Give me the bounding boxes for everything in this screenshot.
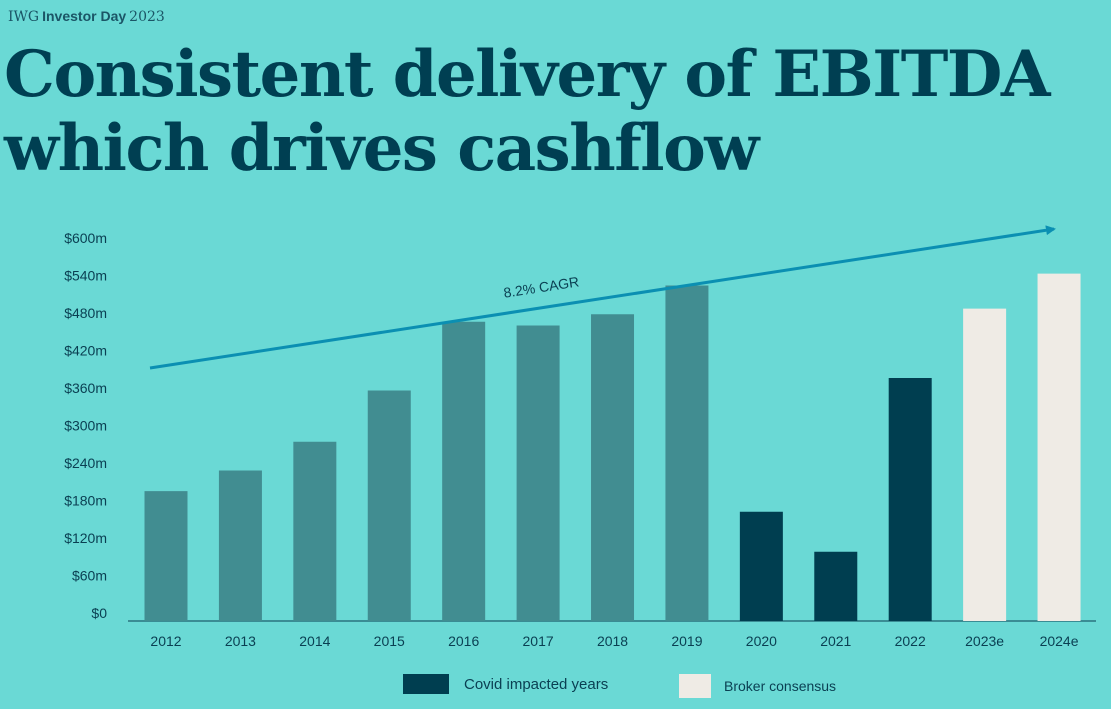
brand-prefix: IWG xyxy=(8,9,40,25)
x-tick-label: 2019 xyxy=(671,633,702,649)
legend-broker-label: Broker consensus xyxy=(724,678,837,694)
bar-2016 xyxy=(442,321,486,621)
legend-covid-label: Covid impacted years xyxy=(464,675,609,693)
x-tick-label: 2015 xyxy=(374,633,405,649)
y-tick-label: $540m xyxy=(64,268,107,284)
cagr-trend-arrow xyxy=(149,225,1056,370)
bar-2018 xyxy=(591,314,635,621)
page-title: Consistent delivery of EBITDA which driv… xyxy=(4,37,1050,186)
brand-header: IWG Investor Day 2023 xyxy=(8,8,165,25)
bar-2014 xyxy=(293,441,337,621)
y-tick-label: $240m xyxy=(64,455,107,471)
x-tick-label: 2014 xyxy=(299,633,330,649)
bar-2020 xyxy=(739,511,783,621)
x-tick-label: 2012 xyxy=(150,633,181,649)
y-tick-label: $360m xyxy=(64,380,107,396)
bar-2023e xyxy=(963,308,1007,621)
legend-broker: Broker consensus xyxy=(679,674,836,698)
bar-2012 xyxy=(144,491,188,621)
bar-2022 xyxy=(888,378,932,621)
legend-covid: Covid impacted years xyxy=(403,674,608,694)
x-tick-label: 2020 xyxy=(746,633,777,649)
bar-2013 xyxy=(218,470,262,621)
x-tick-label: 2016 xyxy=(448,633,479,649)
title-line-1: Consistent delivery of EBITDA xyxy=(4,37,1050,112)
legend: Covid impacted years Broker consensus xyxy=(0,674,1111,704)
x-tick-label: 2017 xyxy=(523,633,554,649)
y-tick-label: $180m xyxy=(64,493,107,509)
legend-broker-swatch xyxy=(679,674,711,698)
brand-event: Investor Day xyxy=(42,8,127,24)
y-tick-label: $60m xyxy=(72,568,107,584)
bar-2015 xyxy=(367,390,411,621)
title-line-2: which drives cashflow xyxy=(4,111,759,186)
bar-2017 xyxy=(516,325,560,621)
x-tick-label: 2013 xyxy=(225,633,256,649)
x-tick-label: 2024e xyxy=(1040,633,1079,649)
y-tick-label: $120m xyxy=(64,530,107,546)
y-tick-label: $480m xyxy=(64,305,107,321)
y-tick-label: $600m xyxy=(64,230,107,246)
x-tick-label: 2021 xyxy=(820,633,851,649)
x-tick-label: 2022 xyxy=(895,633,926,649)
y-tick-label: $0 xyxy=(91,605,107,621)
x-tick-label: 2023e xyxy=(965,633,1004,649)
cagr-annotation: 8.2% CAGR xyxy=(502,273,580,300)
legend-covid-swatch xyxy=(403,674,449,694)
bar-2024e xyxy=(1037,273,1081,621)
y-tick-label: $420m xyxy=(64,343,107,359)
bar-2019 xyxy=(665,285,709,621)
brand-year: 2023 xyxy=(129,9,165,25)
y-tick-label: $300m xyxy=(64,418,107,434)
x-tick-label: 2018 xyxy=(597,633,628,649)
bar-2021 xyxy=(814,551,858,621)
